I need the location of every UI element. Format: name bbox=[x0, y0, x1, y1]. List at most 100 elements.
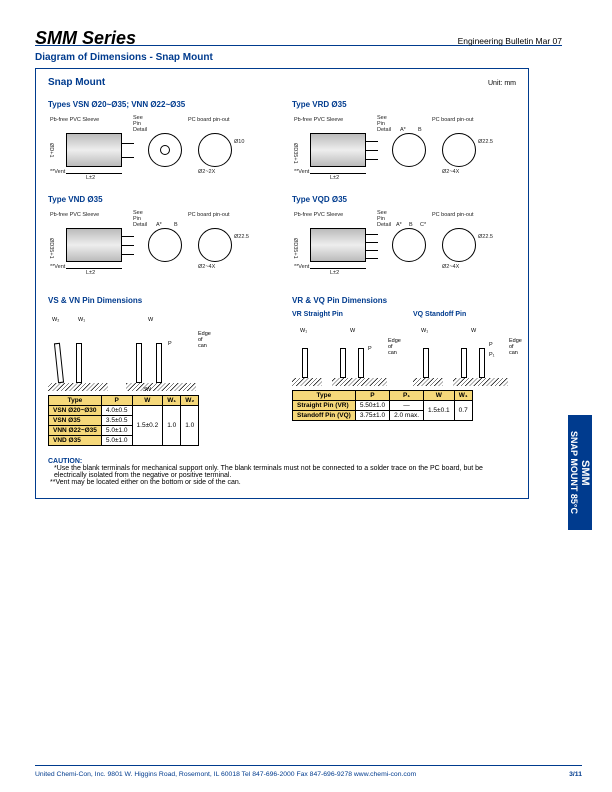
td: VNN Ø22~Ø35 bbox=[49, 426, 102, 436]
td: 2.0 max. bbox=[390, 411, 424, 421]
label-B: B bbox=[418, 127, 422, 133]
th: Type bbox=[293, 391, 356, 401]
pcb-hole-outer bbox=[198, 228, 232, 262]
vr-vq-heading: VR & VQ Pin Dimensions bbox=[292, 296, 516, 305]
td: VSN Ø20~Ø30 bbox=[49, 406, 102, 416]
label-see-pin: See Pin Detail bbox=[133, 210, 147, 228]
top-view-outer bbox=[392, 133, 426, 167]
page: SMM Series Engineering Bulletin Mar 07 D… bbox=[0, 0, 612, 792]
footer: United Chemi-Con, Inc. 9801 W. Higgins R… bbox=[35, 771, 582, 778]
pin-3 bbox=[122, 254, 134, 255]
label-W1: W₁ bbox=[300, 328, 307, 334]
table-row: Type P W W₁ W₂ bbox=[49, 396, 199, 406]
label-W: W bbox=[148, 317, 153, 323]
label-sleeve: Pb-free PVC Sleeve bbox=[50, 117, 99, 123]
td: 1.0 bbox=[181, 406, 199, 446]
type-label-vsn-vnn: Types VSN Ø20~Ø35; VNN Ø22~Ø35 bbox=[48, 100, 272, 109]
pin-diagram-vq: W₁ W P P₁ Edge of can bbox=[413, 322, 516, 386]
label-B: B bbox=[174, 222, 178, 228]
pin-silhouette bbox=[423, 348, 429, 378]
vr-straight-heading: VR Straight Pin bbox=[292, 311, 395, 318]
top-view-outer bbox=[392, 228, 426, 262]
td: 1.0 bbox=[163, 406, 181, 446]
label-B: B bbox=[409, 222, 413, 228]
label-P: P bbox=[368, 346, 372, 352]
label-sleeve: Pb-free PVC Sleeve bbox=[294, 117, 343, 123]
capacitor-diagram: Pb-free PVC Sleeve See Pin Detail PC boa… bbox=[48, 115, 272, 183]
pin-silhouette bbox=[136, 343, 142, 383]
th: P bbox=[355, 391, 389, 401]
label-d: ØD35+1 bbox=[292, 238, 298, 259]
pin-silhouette bbox=[156, 343, 162, 383]
side-tab-line2: SNAP MOUNT 85°C bbox=[569, 431, 579, 514]
td: 5.0±1.0 bbox=[101, 436, 132, 446]
label-L: L±2 bbox=[330, 270, 339, 276]
label-P1: P₁ bbox=[489, 352, 495, 358]
td: 1.5±0.1 bbox=[424, 401, 455, 421]
label-phi: Ø2~4X bbox=[442, 264, 459, 270]
pin-silhouette bbox=[340, 348, 346, 378]
td: — bbox=[390, 401, 424, 411]
diagram-vnd: Type VND Ø35 Pb-free PVC Sleeve See Pin … bbox=[48, 195, 272, 278]
caution-heading: CAUTION: bbox=[48, 458, 516, 465]
table-row: Type P P₁ W W₁ bbox=[293, 391, 473, 401]
hatching bbox=[413, 378, 443, 386]
pin-3 bbox=[366, 159, 378, 160]
table-vsvn: Type P W W₁ W₂ VSN Ø20~Ø30 4.0±0.5 1.5±0… bbox=[48, 395, 199, 446]
vr-vq-pin-col: VR & VQ Pin Dimensions VR Straight Pin W… bbox=[292, 296, 516, 446]
label-d: ØD35+1 bbox=[48, 238, 54, 259]
footer-rule bbox=[35, 765, 582, 766]
label-pc-pinout: PC board pin-out bbox=[188, 117, 230, 123]
capacitor-body bbox=[66, 228, 122, 262]
vs-vn-pin-col: VS & VN Pin Dimensions W₂ W₁ W P Edge of… bbox=[48, 296, 272, 446]
pin-1 bbox=[122, 143, 134, 144]
label-W1: W₁ bbox=[421, 328, 428, 334]
label-vent: **Vent bbox=[50, 264, 65, 270]
th: W₁ bbox=[163, 396, 181, 406]
label-edge: Edge of can bbox=[388, 338, 401, 356]
capacitor-diagram: Pb-free PVC Sleeve See Pin Detail PC boa… bbox=[292, 210, 516, 278]
td: 5.0±1.0 bbox=[101, 426, 132, 436]
label-edge: Edge of can bbox=[509, 338, 522, 356]
side-tab-line1: SMM bbox=[579, 460, 591, 486]
pin-1 bbox=[366, 234, 378, 235]
th: P₁ bbox=[390, 391, 424, 401]
caution-line-1: *Use the blank terminals for mechanical … bbox=[54, 465, 516, 479]
diagram-vqd: Type VQD Ø35 Pb-free PVC Sleeve See Pin … bbox=[292, 195, 516, 278]
diagram-row-1: Types VSN Ø20~Ø35; VNN Ø22~Ø35 Pb-free P… bbox=[48, 100, 516, 183]
td: 3.5±0.5 bbox=[101, 416, 132, 426]
label-sleeve: Pb-free PVC Sleeve bbox=[294, 212, 343, 218]
td: Straight Pin (VR) bbox=[293, 401, 356, 411]
capacitor-body bbox=[310, 228, 366, 262]
dim-L bbox=[310, 173, 366, 174]
section-title: Diagram of Dimensions - Snap Mount bbox=[35, 52, 213, 63]
label-phi: Ø2~4X bbox=[442, 169, 459, 175]
th: W bbox=[132, 396, 163, 406]
unit-label: Unit: mm bbox=[488, 80, 516, 87]
snap-mount-heading: Snap Mount bbox=[48, 77, 105, 88]
footer-page-number: 3/11 bbox=[569, 771, 582, 778]
type-label-vqd: Type VQD Ø35 bbox=[292, 195, 516, 204]
label-L: L±2 bbox=[86, 175, 95, 181]
label-P: P bbox=[489, 342, 493, 348]
diagram-row-2: Type VND Ø35 Pb-free PVC Sleeve See Pin … bbox=[48, 195, 516, 278]
label-W1: W₁ bbox=[78, 317, 85, 323]
caution-line-2: **Vent may be located either on the bott… bbox=[50, 479, 516, 486]
label-3W: 3W bbox=[143, 387, 151, 393]
pin-4 bbox=[366, 258, 378, 259]
dim-L bbox=[310, 268, 366, 269]
capacitor-diagram: Pb-free PVC Sleeve See Pin Detail PC boa… bbox=[292, 115, 516, 183]
label-see-pin: See Pin Detail bbox=[377, 115, 391, 133]
pin-2 bbox=[366, 242, 378, 243]
label-A: A* bbox=[396, 222, 402, 228]
capacitor-body bbox=[66, 133, 122, 167]
series-title: SMM Series bbox=[35, 28, 136, 49]
label-pc-pinout: PC board pin-out bbox=[432, 212, 474, 218]
vq-standoff-heading: VQ Standoff Pin bbox=[413, 311, 516, 318]
diagram-box: Snap Mount Unit: mm Types VSN Ø20~Ø35; V… bbox=[35, 68, 529, 499]
bulletin-label: Engineering Bulletin Mar 07 bbox=[458, 36, 562, 46]
pin-2 bbox=[366, 150, 378, 151]
pin-3 bbox=[366, 250, 378, 251]
label-A: A* bbox=[156, 222, 162, 228]
pin-silhouette bbox=[461, 348, 467, 378]
